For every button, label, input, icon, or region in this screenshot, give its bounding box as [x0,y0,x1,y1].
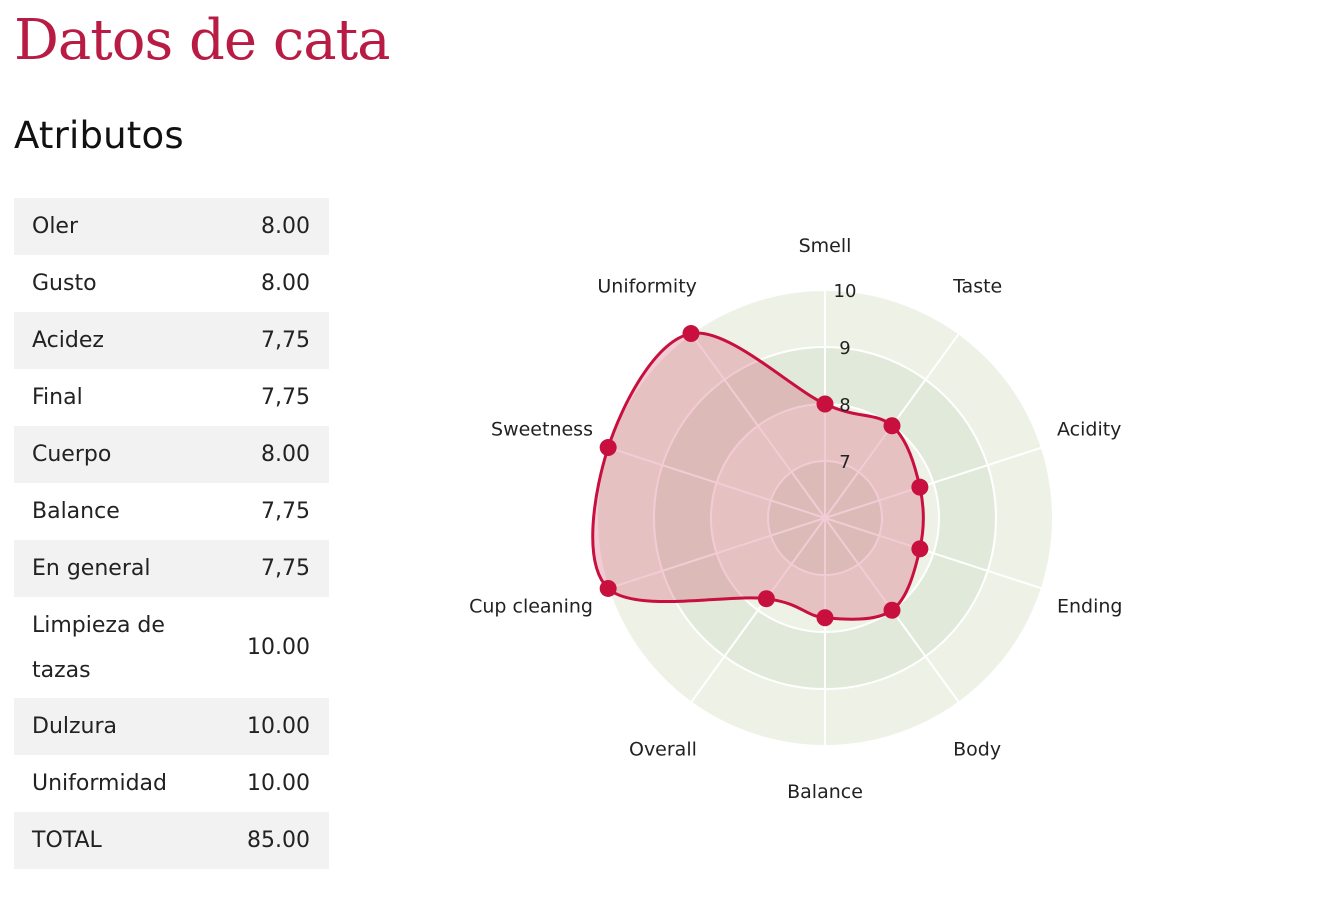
radar-spoke [824,517,1043,590]
attribute-label: Gusto [32,271,97,296]
radar-tick-label: 7 [839,452,850,473]
attribute-value: 7,75 [261,385,310,410]
radar-spoke [607,446,826,519]
radar-data-point [911,478,929,496]
attribute-row: Uniformidad 10.00 [14,755,329,812]
attribute-label: Limpieza de tazas [32,612,165,683]
attribute-value: 7,75 [261,499,310,524]
attribute-row: Oler 8.00 [14,198,329,255]
attribute-label: En general [14,540,230,597]
radar-axis-label: Smell [799,235,852,257]
section-title: Atributos [14,114,184,157]
attribute-label: Dulzura [14,698,230,755]
radar-axis-label: Taste [952,276,1002,298]
attribute-label: Oler [14,198,230,255]
attribute-row: Dulzura 10.00 [14,698,329,755]
radar-spoke [824,446,1043,519]
radar-axis-label: Uniformity [597,276,697,298]
radar-tick-label: 8 [839,395,850,416]
attribute-label: Uniformidad [32,771,167,796]
attribute-value: 7,75 [229,312,329,369]
radar-tick-label: 10 [834,281,857,302]
radar-axis-label: Body [953,738,1001,760]
page-title: Datos de cata [14,8,390,73]
attribute-label: Final [32,385,83,410]
radar-axis-label: Cup cleaning [469,595,593,617]
radar-data-point [911,540,929,558]
radar-data-point [757,590,775,608]
attribute-row: Balance 7,75 [14,483,329,540]
attribute-value: 8.00 [229,426,329,483]
attribute-value: 7,75 [229,540,329,597]
radar-chart: 7 8 9 10 Smell Taste Acidity Ending Body Balance O… [469,235,1123,803]
attribute-value: 8.00 [229,198,329,255]
radar-axis-label: Sweetness [491,419,593,441]
attribute-value: 10.00 [247,635,310,660]
attribute-row: Cuerpo 8.00 [14,426,329,483]
radar-data-point [816,395,834,413]
attribute-label: Balance [32,499,120,524]
radar-axis-label: Overall [629,738,697,760]
attribute-row: Gusto 8.00 [14,255,329,312]
radar-data-point [883,601,901,619]
attribute-row: Final 7,75 [14,369,329,426]
attribute-value: 85.00 [229,812,329,869]
radar-data-point [816,609,834,627]
radar-tick-label: 9 [839,338,850,359]
attribute-label: TOTAL [14,812,230,869]
attribute-value: 10.00 [247,771,310,796]
radar-data-point [682,325,700,343]
attribute-label: Acidez [14,312,230,369]
radar-axis-label: Balance [787,781,863,803]
attribute-value: 8.00 [261,271,310,296]
radar-data-point [599,439,617,457]
attribute-row: TOTAL 85.00 [14,812,329,869]
attribute-row: Limpieza de tazas 10.00 [14,597,329,698]
attributes-table-body: Oler 8.00 Gusto 8.00 Acidez 7,75 Final 7,75 Cuer… [14,198,329,869]
radar-spoke [690,332,826,519]
attribute-row: Acidez 7,75 [14,312,329,369]
attribute-label: Cuerpo [14,426,230,483]
radar-data-point [883,417,901,435]
radar-axis-label: Ending [1057,595,1123,617]
attribute-row: En general 7,75 [14,540,329,597]
attribute-value: 10.00 [229,698,329,755]
attributes-table: Oler 8.00 Gusto 8.00 Acidez 7,75 Final 7,75 Cuer… [14,198,329,869]
radar-spoke [607,517,826,590]
radar-axis-label: Acidity [1057,419,1121,441]
radar-data-point [599,579,617,597]
radar-spoke [690,517,826,704]
